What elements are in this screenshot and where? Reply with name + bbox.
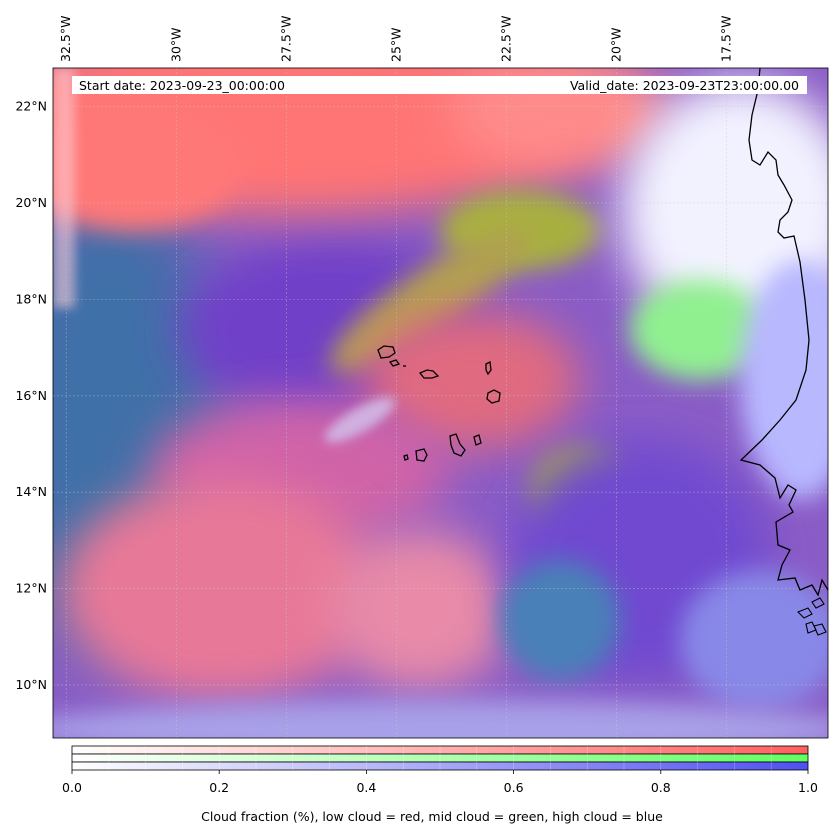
cape-verde-islands: [377, 345, 501, 462]
island-sal: [485, 361, 492, 376]
colorbar-bands: [71, 745, 809, 771]
lon-tick-label-5: 20°W: [609, 27, 624, 62]
coastline-bissau-islands: [797, 597, 827, 636]
island-brava: [403, 454, 409, 461]
lat-tick-label-4: 14°N: [15, 484, 47, 499]
colorbar-tick-label-1: 0.2: [209, 780, 229, 795]
valid-date-label: Valid_date: 2023-09-23T23:00:00.00: [570, 78, 799, 93]
island-boa-vista: [486, 389, 501, 404]
island-fogo: [415, 448, 428, 462]
header-band: [72, 76, 807, 94]
longitude-tick-labels: 32.5°W 30°W 27.5°W 25°W 22.5°W 20°W 17.5°W: [58, 16, 734, 62]
map-panel: Start date: 2023-09-23_00:00:00 Valid_da…: [15, 16, 829, 739]
colorbar-band-2: [71, 761, 809, 771]
lat-tick-label-1: 20°N: [15, 195, 47, 210]
colorbar-tick-label-4: 0.8: [651, 780, 671, 795]
island-sao-nicolau: [418, 369, 440, 379]
lon-tick-label-2: 27.5°W: [278, 16, 293, 62]
cloud-field: [53, 68, 828, 738]
lat-tick-label-0: 22°N: [15, 99, 47, 114]
island-maio: [473, 434, 482, 446]
colorbar-caption: Cloud fraction (%), low cloud = red, mid…: [201, 809, 663, 824]
lon-tick-label-4: 22.5°W: [499, 16, 514, 62]
island-santiago: [449, 433, 466, 457]
start-date-label: Start date: 2023-09-23_00:00:00: [79, 78, 285, 93]
lat-tick-label-5: 12°N: [15, 581, 47, 596]
colorbar-tick-label-3: 0.6: [504, 780, 524, 795]
gridlines: [53, 68, 828, 738]
lon-tick-label-0: 32.5°W: [58, 16, 73, 62]
latitude-tick-labels: 22°N 20°N 18°N 16°N 14°N 12°N 10°N: [15, 99, 47, 692]
colorbar: 0.0 0.2 0.4 0.6 0.8 1.0 Cloud fraction (%), l…: [62, 745, 818, 824]
lon-tick-label-1: 30°W: [168, 27, 183, 62]
lat-tick-label-2: 18°N: [15, 291, 47, 306]
lon-tick-label-3: 25°W: [388, 27, 403, 62]
colorbar-ticks: 0.0 0.2 0.4 0.6 0.8 1.0: [62, 770, 818, 795]
colorbar-tick-label-2: 0.4: [356, 780, 376, 795]
colorbar-tick-label-0: 0.0: [62, 780, 82, 795]
lat-tick-label-3: 16°N: [15, 388, 47, 403]
island-santo-antao: [377, 345, 396, 359]
lat-tick-label-6: 10°N: [15, 677, 47, 692]
coastline-africa: [739, 67, 829, 597]
island-sao-vicente: [388, 359, 401, 367]
lon-tick-label-6: 17.5°W: [719, 16, 734, 62]
map-frame: [52, 67, 829, 739]
colorbar-tick-label-5: 1.0: [798, 780, 818, 795]
